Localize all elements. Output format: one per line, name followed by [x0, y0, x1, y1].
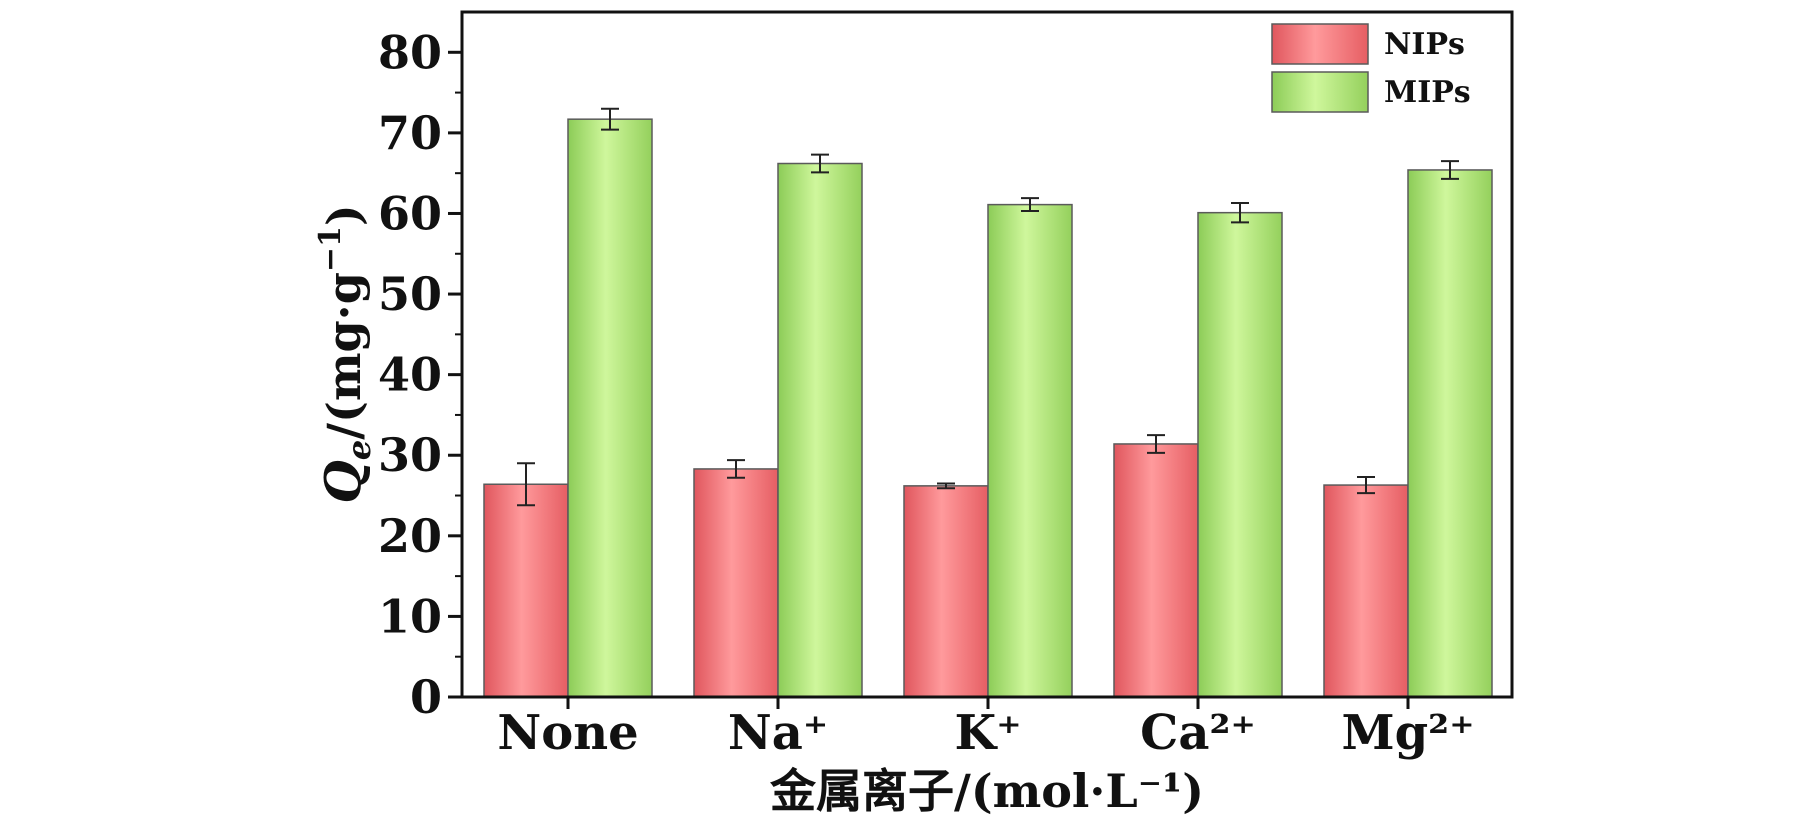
bar-mips-4	[1407, 169, 1493, 698]
legend-swatch-mips	[1271, 71, 1369, 113]
x-axis-title: 金属离子/(mol·L⁻¹)	[769, 764, 1204, 818]
error-bar-nips-2	[937, 482, 955, 490]
y-tick-label: 60	[378, 186, 442, 240]
error-bar-mips-1	[811, 153, 829, 174]
error-bar-mips-4	[1441, 160, 1459, 180]
y-tick-label: 80	[378, 25, 442, 79]
error-bar-mips-3	[1231, 201, 1249, 224]
legend-label-nips: NIPs	[1384, 27, 1465, 62]
y-tick-label: 50	[378, 267, 442, 321]
y-axis: 0 10 20 30 40 50 60 70 80	[378, 25, 462, 724]
legend: NIPs MIPs	[1271, 23, 1471, 113]
y-tick-label: 40	[378, 348, 442, 402]
bar-mips-1	[777, 162, 863, 698]
x-tick-label: K⁺	[954, 705, 1021, 761]
error-bar-nips-3	[1147, 434, 1165, 454]
error-bar-nips-1	[727, 459, 745, 479]
legend-label-mips: MIPs	[1384, 75, 1471, 110]
x-axis: None Na⁺ K⁺ Ca²⁺ Mg²⁺	[497, 697, 1475, 761]
bar-nips-3	[1113, 443, 1199, 698]
legend-swatch-nips	[1271, 23, 1369, 65]
bar-mips-3	[1197, 211, 1283, 698]
x-tick-label: Mg²⁺	[1341, 705, 1474, 761]
y-axis-title: Qe/(mg·g−1)	[313, 204, 378, 503]
error-bars-layer	[517, 107, 1459, 507]
bar-mips-0	[567, 118, 653, 698]
error-bar-nips-0	[517, 462, 535, 507]
bars-layer	[483, 118, 1493, 698]
bar-nips-0	[483, 483, 569, 698]
bar-nips-4	[1323, 484, 1409, 698]
bar-nips-2	[903, 485, 989, 698]
error-bar-mips-0	[601, 107, 619, 131]
error-bar-nips-4	[1357, 475, 1375, 495]
y-tick-label: 10	[378, 589, 442, 643]
bar-nips-1	[693, 468, 779, 698]
y-tick-label: 0	[410, 670, 442, 724]
y-tick-label: 70	[378, 106, 442, 160]
x-tick-label: None	[497, 705, 638, 761]
x-tick-label: Na⁺	[728, 705, 828, 761]
x-tick-label: Ca²⁺	[1140, 705, 1256, 761]
error-bar-mips-2	[1021, 197, 1039, 213]
y-tick-label: 30	[378, 428, 442, 482]
bar-mips-2	[987, 203, 1073, 698]
y-tick-label: 20	[378, 509, 442, 563]
